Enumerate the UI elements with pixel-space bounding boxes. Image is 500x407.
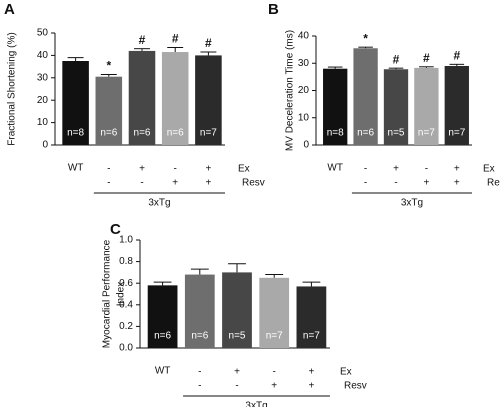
significance-marker: # xyxy=(139,33,146,47)
factor-sign: + xyxy=(205,164,211,175)
significance-marker: # xyxy=(172,32,179,46)
factor-sign: + xyxy=(172,178,178,189)
panel-label: A xyxy=(4,1,15,18)
factor-sign: - xyxy=(107,164,110,175)
significance-marker: * xyxy=(106,59,111,73)
bar xyxy=(259,277,290,348)
n-label: n=7 xyxy=(200,128,217,139)
y-tick-label: 0 xyxy=(42,140,48,151)
bar xyxy=(128,50,156,145)
y-tick-label: 40 xyxy=(298,31,310,42)
factor-sign: + xyxy=(139,164,145,175)
n-label: n=5 xyxy=(388,128,405,139)
x-tick-label: WT xyxy=(68,163,84,174)
factor-sign: - xyxy=(198,381,201,392)
n-label: n=6 xyxy=(167,128,184,139)
y-axis-label: Myocardial Performance xyxy=(102,239,113,348)
significance-marker: # xyxy=(205,36,212,50)
factor-name: Ex xyxy=(238,164,250,175)
factor-sign: + xyxy=(205,178,211,189)
n-label: n=7 xyxy=(418,128,435,139)
y-tick-label: 1.0 xyxy=(119,235,133,246)
bar xyxy=(62,61,89,145)
factor-name: Resv xyxy=(344,381,367,392)
factor-sign: - xyxy=(394,178,397,189)
significance-marker: # xyxy=(393,52,400,66)
group-label: 3xTg xyxy=(245,401,267,407)
n-label: n=8 xyxy=(327,128,344,139)
factor-sign: - xyxy=(364,164,367,175)
group-label: 3xTg xyxy=(401,198,423,209)
y-axis-label: Fractional Shortening (%) xyxy=(7,32,18,145)
group-label: 3xTg xyxy=(148,198,170,209)
y-tick-label: 50 xyxy=(37,28,49,39)
factor-sign: + xyxy=(271,381,277,392)
panel-label: B xyxy=(268,1,279,18)
y-tick-label: 20 xyxy=(37,95,49,106)
factor-name: Ex xyxy=(483,164,495,175)
significance-marker: # xyxy=(453,49,460,63)
y-tick-label: 0.0 xyxy=(119,343,133,354)
bar xyxy=(323,68,348,145)
y-axis-label: Index xyxy=(116,282,127,306)
bar xyxy=(147,285,178,348)
n-label: n=7 xyxy=(303,331,320,342)
factor-sign: + xyxy=(454,178,460,189)
n-label: n=5 xyxy=(229,331,246,342)
bar xyxy=(161,52,189,145)
x-tick-label: WT xyxy=(327,163,343,174)
factor-sign: + xyxy=(454,164,460,175)
factor-sign: + xyxy=(234,367,240,378)
y-tick-label: 30 xyxy=(37,72,49,83)
bar xyxy=(353,48,378,146)
bar xyxy=(444,65,469,145)
bar xyxy=(222,272,252,348)
factor-sign: + xyxy=(308,381,314,392)
factor-sign: - xyxy=(425,164,428,175)
factor-name: Resv xyxy=(487,178,500,189)
n-label: n=6 xyxy=(191,331,208,342)
factor-name: Ex xyxy=(340,367,352,378)
y-tick-label: 0.8 xyxy=(119,256,133,267)
n-label: n=6 xyxy=(100,128,117,139)
factor-sign: - xyxy=(235,381,238,392)
n-label: n=8 xyxy=(67,128,84,139)
y-tick-label: 0.6 xyxy=(119,278,133,289)
significance-marker: # xyxy=(423,51,430,65)
y-tick-label: 20 xyxy=(298,85,310,96)
panel-label: C xyxy=(110,221,121,238)
y-axis-label: MV Deceleration Time (ms) xyxy=(285,30,296,151)
bar xyxy=(383,69,409,145)
bar xyxy=(296,286,327,348)
y-tick-label: 10 xyxy=(37,117,49,128)
y-tick-label: 0 xyxy=(303,140,309,151)
n-label: n=6 xyxy=(134,128,151,139)
factor-sign: - xyxy=(140,178,143,189)
bar xyxy=(95,76,123,145)
factor-sign: + xyxy=(308,367,314,378)
factor-sign: - xyxy=(198,367,201,378)
y-tick-label: 40 xyxy=(37,50,49,61)
factor-sign: + xyxy=(393,164,399,175)
n-label: n=6 xyxy=(154,331,171,342)
bar xyxy=(414,67,439,145)
factor-sign: - xyxy=(174,164,177,175)
bar xyxy=(184,274,215,348)
factor-name: Resv xyxy=(242,178,265,189)
n-label: n=7 xyxy=(266,331,283,342)
significance-marker: * xyxy=(363,31,368,45)
n-label: n=7 xyxy=(448,128,465,139)
y-tick-label: 30 xyxy=(298,58,310,69)
bar xyxy=(195,55,222,145)
n-label: n=6 xyxy=(357,128,374,139)
y-tick-label: 10 xyxy=(298,112,310,123)
factor-sign: + xyxy=(423,178,429,189)
factor-sign: - xyxy=(107,178,110,189)
factor-sign: - xyxy=(273,367,276,378)
y-tick-label: 0.4 xyxy=(119,299,133,310)
factor-sign: - xyxy=(364,178,367,189)
y-tick-label: 0.2 xyxy=(119,321,133,332)
x-tick-label: WT xyxy=(155,366,171,377)
